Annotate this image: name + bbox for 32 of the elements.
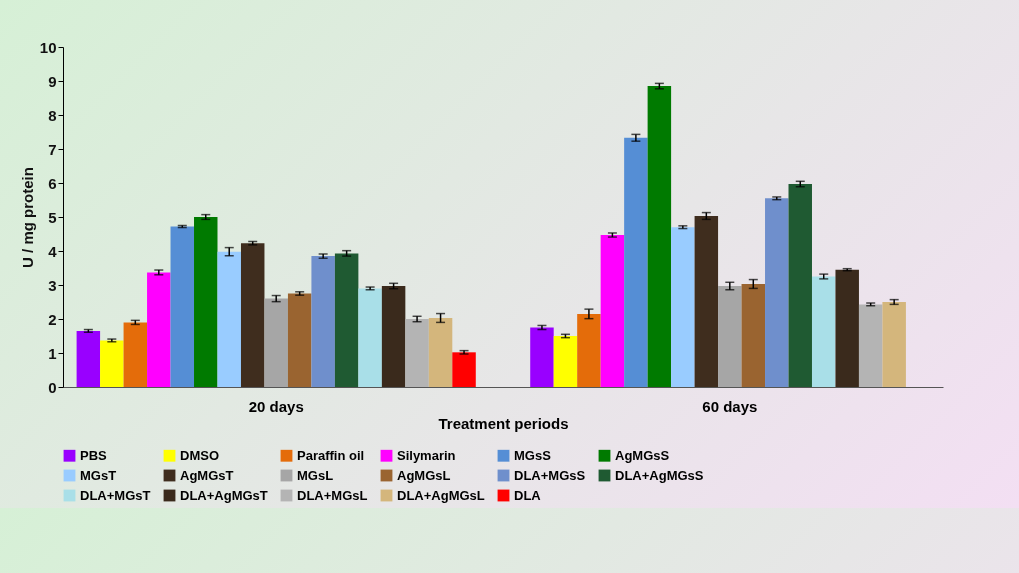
y-tick-label: 5 [48, 208, 57, 226]
x-tick-label: 60 days [702, 397, 758, 415]
legend-label: MGsT [80, 467, 117, 483]
legend-label: Silymarin [397, 447, 456, 463]
legend-label: MGsS [514, 447, 552, 463]
y-tick-label: 1 [48, 344, 57, 362]
y-tick-label: 10 [39, 38, 57, 56]
legend-label: AgMGsL [397, 467, 451, 483]
legend-label: DLA+MGsL [297, 487, 368, 503]
y-tick-label: 6 [48, 174, 57, 192]
legend-label: DLA+AgMGsT [180, 487, 268, 503]
legend-label: DMSO [180, 447, 219, 463]
legend-label: AgMGsT [180, 467, 234, 483]
y-tick-label: 9 [48, 72, 57, 90]
y-tick-label: 2 [48, 310, 57, 328]
legend-label: PBS [80, 447, 108, 463]
legend-label: DLA+MGsT [80, 487, 151, 503]
legend-label: DLA [514, 487, 542, 503]
y-tick-label: 7 [48, 140, 57, 158]
x-tick-label: 20 days [248, 397, 304, 415]
legend-label: DLA+AgMGsL [397, 487, 485, 503]
y-tick-label: 3 [48, 276, 57, 294]
legend-label: MGsL [297, 467, 334, 483]
legend-label: Paraffin oil [297, 447, 365, 463]
x-axis-title: Treatment periods [438, 414, 569, 432]
y-axis-title: U / mg protein [18, 167, 36, 268]
legend-label: DLA+MGsS [514, 467, 586, 483]
legend-label: DLA+AgMGsS [615, 467, 704, 483]
y-tick-label: 0 [48, 378, 57, 396]
legend-label: AgMGsS [615, 447, 670, 463]
y-tick-label: 8 [48, 106, 57, 124]
y-tick-label: 4 [48, 242, 58, 260]
